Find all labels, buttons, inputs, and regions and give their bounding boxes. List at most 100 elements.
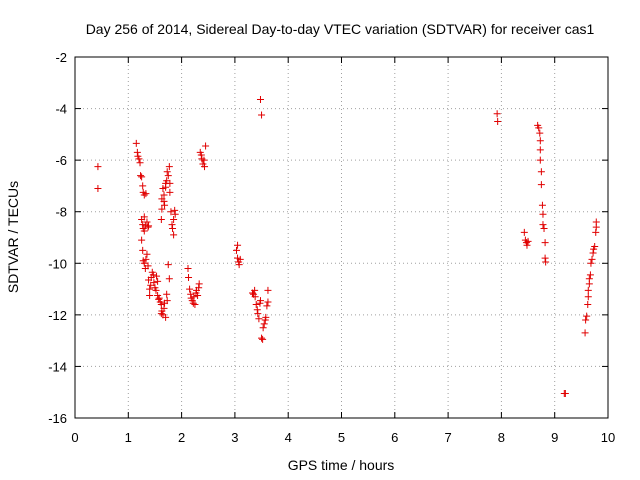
data-point <box>540 224 548 232</box>
data-point <box>143 218 151 226</box>
data-point <box>538 201 546 209</box>
data-point <box>194 292 202 300</box>
data-point <box>234 241 242 249</box>
data-point <box>165 275 173 283</box>
x-tick-label: 4 <box>285 430 292 445</box>
data-point <box>146 292 154 300</box>
data-point <box>260 320 268 328</box>
data-point <box>155 294 163 302</box>
data-point <box>236 255 244 263</box>
plot-frame <box>74 56 609 419</box>
data-point <box>256 96 264 104</box>
y-tick-label: -2 <box>55 50 67 65</box>
data-point <box>190 293 198 301</box>
data-point <box>140 213 148 221</box>
data-point <box>536 137 544 145</box>
data-point <box>163 297 171 305</box>
data-point <box>171 206 179 214</box>
y-axis-label: SDTVAR / TECUs <box>5 181 21 293</box>
data-point <box>186 285 194 293</box>
data-point <box>160 191 168 199</box>
data-point <box>169 224 177 232</box>
data-point <box>195 284 203 292</box>
y-tick-label: -16 <box>48 411 67 426</box>
data-point <box>584 286 592 294</box>
data-point <box>592 218 600 226</box>
data-point <box>251 286 259 294</box>
data-point <box>189 299 197 307</box>
data-point <box>494 117 502 125</box>
x-tick-label: 10 <box>601 430 615 445</box>
data-point <box>167 208 175 216</box>
data-point <box>168 221 176 229</box>
data-point <box>138 173 146 181</box>
chart-title: Day 256 of 2014, Sidereal Day-to-day VTE… <box>86 21 595 37</box>
data-point <box>537 168 545 176</box>
data-point <box>582 316 590 324</box>
data-point <box>235 261 243 269</box>
data-point <box>132 139 140 147</box>
data-point <box>162 183 170 191</box>
x-tick-label: 9 <box>551 430 558 445</box>
data-point <box>259 335 267 343</box>
data-point <box>165 163 173 171</box>
data-point <box>197 151 205 159</box>
data-point <box>256 297 264 305</box>
data-point <box>561 390 569 398</box>
data-point <box>588 255 596 263</box>
y-tick-label: -12 <box>48 308 67 323</box>
data-point <box>137 172 145 180</box>
data-point <box>251 293 259 301</box>
data-point <box>539 210 547 218</box>
data-point <box>202 142 210 150</box>
data-point <box>541 239 549 247</box>
data-point <box>589 249 597 257</box>
data-point <box>264 298 272 306</box>
data-point <box>140 191 148 199</box>
data-point <box>161 201 169 209</box>
data-point <box>170 215 178 223</box>
data-point <box>200 156 208 164</box>
y-tick-label: -8 <box>55 205 67 220</box>
data-point <box>94 185 102 193</box>
data-point <box>135 155 143 163</box>
data-point <box>146 285 154 293</box>
data-point <box>145 222 153 230</box>
data-point <box>94 163 102 171</box>
data-point <box>586 271 594 279</box>
data-point <box>164 261 172 269</box>
data-point <box>138 236 146 244</box>
data-point <box>143 250 151 258</box>
data-point <box>166 179 174 187</box>
y-tick-label: -14 <box>48 359 67 374</box>
data-point <box>140 227 148 235</box>
data-point <box>536 156 544 164</box>
data-point <box>585 275 593 283</box>
data-point <box>142 255 150 263</box>
data-point <box>254 310 262 318</box>
data-point <box>539 221 547 229</box>
data-point <box>160 304 168 312</box>
data-point <box>524 237 532 245</box>
data-point <box>133 148 141 156</box>
data-point <box>162 313 170 321</box>
x-tick-label: 5 <box>338 430 345 445</box>
data-point <box>581 329 589 337</box>
data-point <box>164 172 172 180</box>
data-point <box>591 243 599 251</box>
data-point <box>584 301 592 309</box>
x-tick-label: 8 <box>498 430 505 445</box>
data-point <box>157 301 165 309</box>
data-point <box>170 231 178 239</box>
data-point <box>201 163 209 171</box>
data-point <box>536 146 544 154</box>
data-point <box>154 277 162 285</box>
y-tick-label: -10 <box>48 256 67 271</box>
x-tick-label: 0 <box>71 430 78 445</box>
data-point <box>584 293 592 301</box>
data-point <box>253 306 261 314</box>
data-point <box>255 315 263 323</box>
y-tick-label: -6 <box>55 153 67 168</box>
data-point <box>232 246 240 254</box>
